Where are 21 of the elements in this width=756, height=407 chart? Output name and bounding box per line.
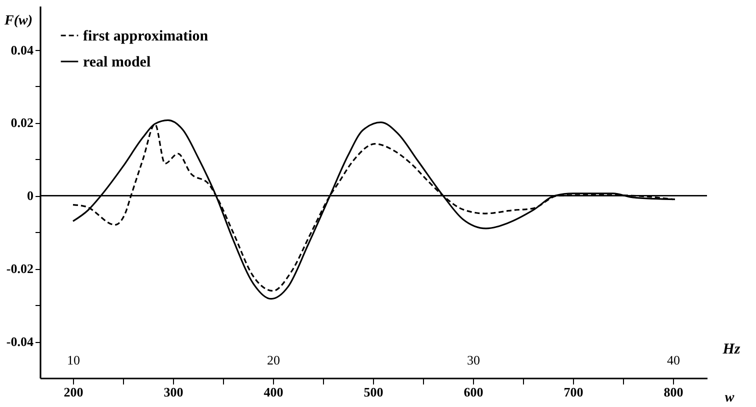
- y-tick-label: 0.02: [10, 115, 34, 130]
- x2-tick-label: 30: [467, 352, 480, 368]
- x2-axis-title: Hz: [722, 342, 740, 358]
- x-axis-title: w: [724, 390, 735, 406]
- y-tick-label: 0.04: [10, 42, 34, 58]
- x-tick-label: 800: [664, 384, 684, 400]
- x-tick-label: 200: [64, 384, 84, 400]
- x-tick-label: 400: [264, 384, 284, 400]
- legend-label: real model: [83, 54, 151, 70]
- x2-tick-label: 40: [667, 352, 680, 368]
- x-tick-label: 700: [564, 384, 584, 400]
- x-tick-label: 500: [364, 384, 384, 400]
- x2-tick-label: 20: [267, 352, 280, 368]
- y-tick-label: 0: [27, 188, 34, 204]
- x-tick-label: 300: [164, 384, 184, 400]
- y-tick-label: -0.04: [6, 334, 34, 350]
- legend-label: first approximation: [83, 28, 209, 44]
- y-tick-label: -0.02: [6, 261, 34, 276]
- x-tick-label: 600: [464, 384, 484, 400]
- y-axis-title: F(w): [4, 14, 32, 28]
- x2-tick-label: 10: [67, 352, 80, 368]
